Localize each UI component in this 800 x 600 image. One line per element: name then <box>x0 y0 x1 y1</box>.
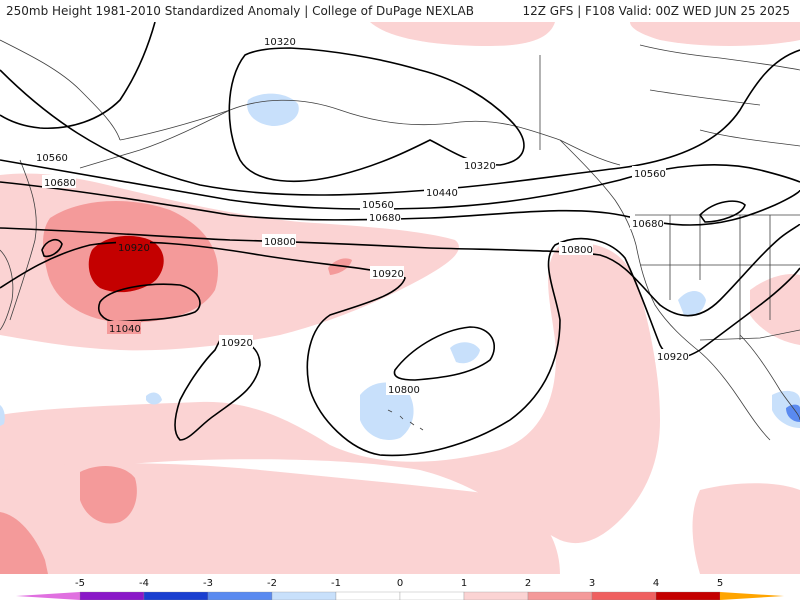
us-west-coast <box>635 244 701 353</box>
colorbar-swatch-pos3 <box>591 591 657 600</box>
colorbar-tick-label: 0 <box>397 578 403 589</box>
anomaly-pos1-mexico <box>750 273 800 345</box>
contour-label-11040: 11040 <box>109 324 141 335</box>
contour-10560-west-loop <box>41 238 63 258</box>
state-borders <box>640 215 800 340</box>
colorbar-extend-low <box>16 592 80 600</box>
contour-11040-loop <box>98 283 201 323</box>
anomaly-neg1-west-edge <box>0 405 5 426</box>
bc-coast <box>559 139 637 246</box>
colorbar-tick-label: -1 <box>331 578 341 589</box>
contour-10800-hawaii-loop <box>393 326 495 381</box>
hawaii-islands <box>387 409 424 431</box>
contour-10320-top <box>0 22 156 130</box>
anomaly-pos2-small <box>328 258 352 275</box>
contour-10320-bering <box>228 47 525 183</box>
contour-label-10320-b: 10320 <box>464 161 496 172</box>
contour-label-10680-b: 10680 <box>369 213 401 224</box>
anomaly-pos1-northeast <box>630 22 800 46</box>
colorbar-tick-label: 4 <box>653 578 659 589</box>
model-run-info: 12Z GFS | F108 Valid: 00Z WED JUN 25 202… <box>522 4 790 18</box>
map-canvas: 10320 10320 10440 10560 10560 10560 1068… <box>0 22 800 574</box>
contour-10560 <box>0 159 800 210</box>
contour-label-10560-a: 10560 <box>36 153 68 164</box>
contour-label-10440: 10440 <box>426 188 458 199</box>
contour-label-10800-c: 10800 <box>388 385 420 396</box>
colorbar-ticks: -5 -4 -3 -2 -1 0 1 2 3 4 5 <box>75 578 723 589</box>
anomaly-neg2-southeast <box>786 404 800 422</box>
colorbar-tick-label: 2 <box>525 578 531 589</box>
anomaly-pos1-south <box>0 463 560 574</box>
contour-label-10920-d: 10920 <box>657 352 689 363</box>
contour-label-10800-a: 10800 <box>264 237 296 248</box>
anomaly-neg1-hawaii <box>360 382 414 440</box>
contour-label-10680-c: 10680 <box>632 219 664 230</box>
colorbar-swatch-neg0 <box>335 591 401 600</box>
anomaly-pos1-central-pacific <box>0 243 660 544</box>
colorbar-swatch-neg2 <box>207 591 273 600</box>
contour-label-10320-a: 10320 <box>264 37 296 48</box>
map-title: 250mb Height 1981-2010 Standardized Anom… <box>6 4 474 18</box>
colorbar-swatches <box>16 591 784 600</box>
colorbar-tick-label: -4 <box>139 578 149 589</box>
contour-10680 <box>0 181 800 226</box>
contour-label-10800-b: 10800 <box>561 245 593 256</box>
colorbar-tick-label: -2 <box>267 578 277 589</box>
contour-labels: 10320 10320 10440 10560 10560 10560 1068… <box>34 34 689 396</box>
japan-coast <box>0 249 14 331</box>
colorbar-tick-label: 1 <box>461 578 467 589</box>
colorbar-swatch-neg4 <box>79 591 145 600</box>
contour-label-10920-a: 10920 <box>118 243 150 254</box>
anomaly-pos2-southwest <box>0 512 48 574</box>
coastlines <box>0 39 800 441</box>
colorbar-swatch-neg1 <box>271 591 337 600</box>
contour-label-10920-c: 10920 <box>221 338 253 349</box>
baja-coast <box>699 351 771 441</box>
contour-10440 <box>0 49 800 196</box>
anomaly-pos2-south <box>80 466 137 524</box>
colorbar-swatch-pos1 <box>463 591 529 600</box>
colorbar-swatch-neg3 <box>143 591 209 600</box>
colorbar-extend-high <box>720 592 784 600</box>
contour-label-10560-b: 10560 <box>362 200 394 211</box>
anomaly-neg1-islands <box>146 392 162 405</box>
colorbar-tick-label: -3 <box>203 578 213 589</box>
colorbar-swatch-pos2 <box>527 591 593 600</box>
kamchatka-coast <box>9 159 37 321</box>
contour-label-10920-b: 10920 <box>372 269 404 280</box>
contour-10680-loop <box>698 200 746 223</box>
colorbar-swatch-pos4 <box>655 591 721 600</box>
colorbar-swatch-pos0 <box>399 591 465 600</box>
canadian-arctic <box>639 44 800 147</box>
contour-label-10560-c: 10560 <box>634 169 666 180</box>
aleutian-islands <box>79 109 231 169</box>
colorbar-tick-label: -5 <box>75 578 85 589</box>
colorbar-tick-label: 5 <box>717 578 723 589</box>
anomaly-neg1-california <box>678 291 706 316</box>
header-bar: 250mb Height 1981-2010 Standardized Anom… <box>0 0 800 23</box>
anomaly-pos1-north <box>370 22 555 46</box>
colorbar-tick-label: 3 <box>589 578 595 589</box>
contour-label-10680-a: 10680 <box>44 178 76 189</box>
contour-10920-loop <box>174 338 261 441</box>
anomaly-neg1-hawaii-north <box>450 342 480 364</box>
mexico-coast <box>739 334 800 421</box>
us-mexico-border <box>699 329 800 341</box>
anomaly-pos1-southeast <box>692 483 800 574</box>
siberia-coast <box>0 39 121 141</box>
colorbar: -5 -4 -3 -2 -1 0 1 2 3 4 5 <box>0 574 800 600</box>
